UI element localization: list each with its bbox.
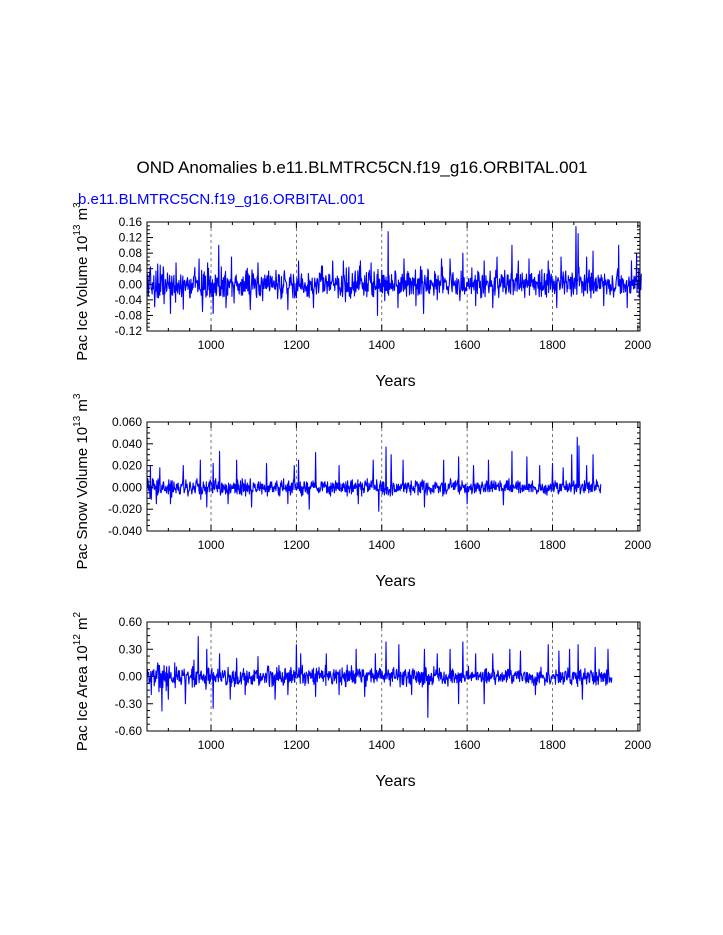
y-axis-title-superscript: 2 [72,611,83,617]
data-series-line [146,436,602,512]
x-tick-label: 2000 [625,738,652,752]
plot-frame [146,421,641,532]
panel-snow-volume: -0.040 -0.020 0.000 0.020 0.040 0.060 1000 1200… [72,393,652,590]
x-tick-label: 1600 [454,738,481,752]
y-tick-label: 0.040 [112,437,142,451]
x-tick-label: 1600 [454,538,481,552]
y-tick-label: 0.00 [119,277,143,291]
x-tick-label: 1200 [283,338,310,352]
x-tick-label: 1000 [198,738,225,752]
y-tick-label: 0.060 [112,415,142,429]
x-tick-label: 1800 [539,738,566,752]
y-axis-title: Pac Snow Volume 1013 m3 [72,393,91,569]
data-series-line [146,226,642,316]
y-axis-title-part: Pac Snow Volume 10 [74,427,91,570]
y-tick-label: -0.020 [108,502,142,516]
y-axis-title-superscript: 13 [72,415,83,427]
x-tick-label: 1200 [283,538,310,552]
y-axis-title-part: Pac Ice Area 10 [74,645,91,751]
x-tick-label: 1000 [198,538,225,552]
x-axis-title: Years [375,573,415,590]
y-tick-label: 0.04 [119,262,143,276]
y-tick-label: 0.16 [119,215,143,229]
x-tick-label: 1800 [539,538,566,552]
y-axis-title-superscript: 3 [72,202,83,208]
y-axis-title-part: m [74,617,91,634]
y-axis-title-part: Pac Ice Volume 10 [74,236,91,361]
y-tick-label: -0.08 [115,308,143,322]
x-tick-label: 2000 [625,338,652,352]
case-label: b.e11.BLMTRC5CN.f19_g16.ORBITAL.001 [78,191,365,208]
y-tick-label: -0.040 [108,524,142,538]
x-tick-label: 2000 [625,538,652,552]
y-tick-label: 0.60 [119,615,143,629]
y-axis-title-superscript: 13 [72,224,83,236]
y-tick-label: 0.000 [112,480,142,494]
y-axis-title-part: m [74,208,91,225]
panel-ice-volume: -0.12 -0.08-0.04 0.000.04 0.080.12 0.16 1000 1… [72,202,652,390]
y-tick-label: -0.30 [115,697,143,711]
y-tick-label: -0.60 [115,724,143,738]
y-tick-label: 0.00 [119,670,143,684]
x-tick-label: 1600 [454,338,481,352]
y-tick-label: 0.30 [119,642,143,656]
y-axis-title-superscript: 3 [72,393,83,399]
y-tick-label: -0.04 [115,293,143,307]
data-series-line [146,635,613,718]
x-tick-label: 1400 [368,338,395,352]
x-tick-label: 1400 [368,738,395,752]
x-axis-title: Years [375,373,415,390]
main-title: OND Anomalies b.e11.BLMTRC5CN.f19_g16.OR… [136,158,587,177]
y-axis-title-part: m [74,399,91,416]
y-axis-title-superscript: 12 [72,634,83,646]
x-tick-label: 1800 [539,338,566,352]
x-axis-title: Years [375,773,415,790]
x-tick-label: 1200 [283,738,310,752]
y-axis-title: Pac Ice Area 1012 m2 [72,611,91,751]
y-tick-label: 0.020 [112,459,142,473]
y-tick-label: 0.08 [119,246,143,260]
y-tick-label: -0.12 [115,324,143,338]
x-tick-label: 1400 [368,538,395,552]
panel-ice-area: -0.60 -0.30 0.00 0.30 0.60 1000 1200 1400 1600 18… [72,611,652,790]
y-tick-label: 0.12 [119,231,143,245]
x-tick-label: 1000 [198,338,225,352]
y-axis-title: Pac Ice Volume 1013 m3 [72,202,91,361]
